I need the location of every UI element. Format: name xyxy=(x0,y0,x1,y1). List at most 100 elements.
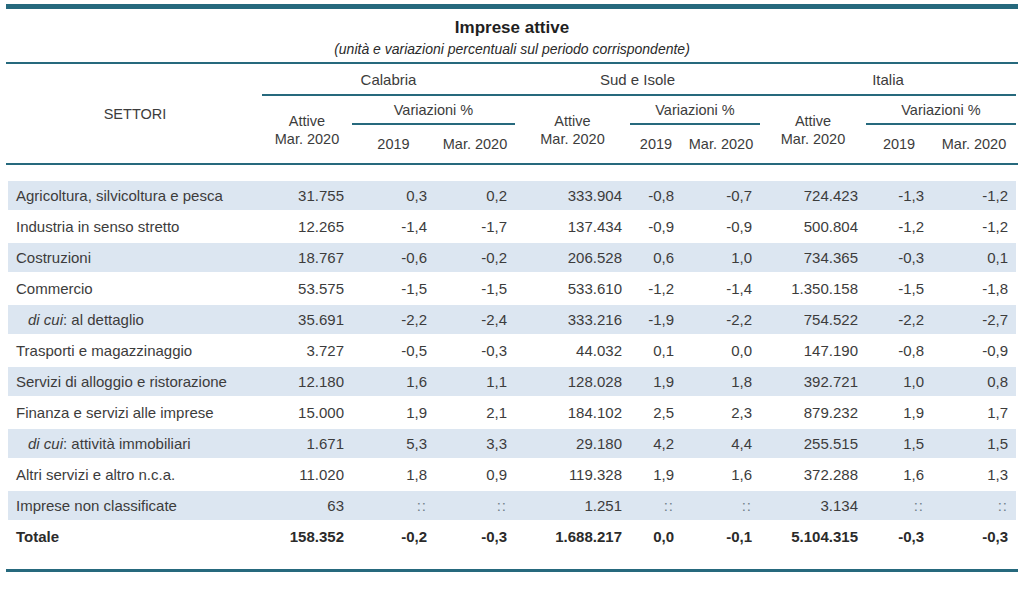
cell-value: 35.691 xyxy=(262,304,352,335)
cell-value: :: xyxy=(630,490,682,521)
cell-value: 31.755 xyxy=(262,181,352,211)
table-row: Industria in senso stretto 12.265-1,4 -1,… xyxy=(8,211,1016,242)
cell-value: 4,4 xyxy=(682,428,760,459)
cell-value: 1,5 xyxy=(866,428,932,459)
cell-value: 1.251 xyxy=(515,490,630,521)
header-table: SETTORI Calabria Sud e Isole Italia Atti… xyxy=(8,64,1016,163)
report-page: Imprese attive (unità e variazioni perce… xyxy=(0,4,1024,593)
row-label: Finanza e servizi alle imprese xyxy=(16,404,214,421)
cell-value: -1,5 xyxy=(352,273,435,304)
row-label: Imprese non classificate xyxy=(16,497,177,514)
cell-value: -1,5 xyxy=(866,273,932,304)
cell-value: 372.288 xyxy=(760,459,866,490)
cell-value: 206.528 xyxy=(515,242,630,273)
row-label-italic: di cui xyxy=(28,311,63,328)
cell-value: 2,3 xyxy=(682,397,760,428)
row-label-cell: Totale xyxy=(8,521,262,552)
cell-value: 1,0 xyxy=(866,366,932,397)
data-table: Agricoltura, silvicoltura e pesca 31.755… xyxy=(8,181,1016,553)
title-block: Imprese attive (unità e variazioni perce… xyxy=(0,9,1024,62)
cell-value: 5,3 xyxy=(352,428,435,459)
cell-value: 0,9 xyxy=(435,459,515,490)
page-subtitle: (unità e variazioni percentuali sul peri… xyxy=(0,40,1024,58)
table-row: Altri servizi e altro n.c.a. 11.0201,80,… xyxy=(8,459,1016,490)
row-label-italic: di cui xyxy=(28,435,63,452)
cell-value: 12.265 xyxy=(262,211,352,242)
cell-value: 1,7 xyxy=(932,397,1016,428)
cell-value: 4,2 xyxy=(630,428,682,459)
attive-period-label: Mar. 2020 xyxy=(275,131,340,147)
cell-value: 533.610 xyxy=(515,273,630,304)
cell-value: 2,5 xyxy=(630,397,682,428)
cell-value: -1,4 xyxy=(352,211,435,242)
row-label: Commercio xyxy=(16,280,93,297)
cell-value: 11.020 xyxy=(262,459,352,490)
cell-value: 3.134 xyxy=(760,490,866,521)
cell-value: -1,3 xyxy=(866,181,932,211)
cell-value: -0,3 xyxy=(932,521,1016,552)
table-header-section: SETTORI Calabria Sud e Isole Italia Atti… xyxy=(6,62,1018,165)
cell-value: 3,3 xyxy=(435,428,515,459)
cell-value: 1,6 xyxy=(352,366,435,397)
cell-value: -2,2 xyxy=(682,304,760,335)
row-label-cell: di cui: attività immobiliari xyxy=(8,428,262,459)
cell-value: -1,2 xyxy=(932,181,1016,211)
cell-value: 255.515 xyxy=(760,428,866,459)
row-label-cell: Finanza e servizi alle imprese xyxy=(8,397,262,428)
cell-value: -0,9 xyxy=(630,211,682,242)
cell-value: 1,1 xyxy=(435,366,515,397)
row-label-cell: Altri servizi e altro n.c.a. xyxy=(8,459,262,490)
cell-value: 0,2 xyxy=(435,181,515,211)
row-label-cell: Industria in senso stretto xyxy=(8,211,262,242)
table-body-section: Agricoltura, silvicoltura e pesca 31.755… xyxy=(6,165,1018,572)
cell-value: 2,1 xyxy=(435,397,515,428)
table-row: Trasporti e magazzinaggio 3.727-0,5-0,34… xyxy=(8,335,1016,366)
cell-value: 12.180 xyxy=(262,366,352,397)
table-row: Costruzioni 18.767-0,6-0,2206.5280,61,07… xyxy=(8,242,1016,273)
row-label: Totale xyxy=(16,528,59,545)
page-title: Imprese attive xyxy=(0,17,1024,38)
cell-value: 1.350.158 xyxy=(760,273,866,304)
cell-value: 1,0 xyxy=(682,242,760,273)
cell-value: :: xyxy=(932,490,1016,521)
row-label: Altri servizi e altro n.c.a. xyxy=(16,466,175,483)
group-header-calabria: Calabria xyxy=(262,64,515,95)
cell-value: 1.671 xyxy=(262,428,352,459)
cell-value: 0,1 xyxy=(932,242,1016,273)
row-label-cell: Servizi di alloggio e ristorazione xyxy=(8,366,262,397)
cell-value: 1,6 xyxy=(682,459,760,490)
cell-value: 1,6 xyxy=(866,459,932,490)
table-row: Servizi di alloggio e ristorazione 12.18… xyxy=(8,366,1016,397)
cell-value: -0,5 xyxy=(352,335,435,366)
cell-value: 29.180 xyxy=(515,428,630,459)
year-header-2019: 2019 xyxy=(352,124,435,163)
cell-value: 119.328 xyxy=(515,459,630,490)
cell-value: -0,3 xyxy=(435,521,515,552)
cell-value: 1.688.217 xyxy=(515,521,630,552)
cell-value: -2,4 xyxy=(435,304,515,335)
group-header-italia: Italia xyxy=(760,64,1016,95)
cell-value: -1,5 xyxy=(435,273,515,304)
cell-value: -1,2 xyxy=(932,211,1016,242)
attive-label: Attive xyxy=(289,113,325,129)
cell-value: -0,9 xyxy=(682,211,760,242)
row-label: : attività immobiliari xyxy=(63,435,191,452)
cell-value: 128.028 xyxy=(515,366,630,397)
table-row: Agricoltura, silvicoltura e pesca 31.755… xyxy=(8,181,1016,211)
table-row: Imprese non classificate 63::::1.251::::… xyxy=(8,490,1016,521)
cell-value: -0,3 xyxy=(866,242,932,273)
cell-value: 147.190 xyxy=(760,335,866,366)
cell-value: 1,9 xyxy=(866,397,932,428)
cell-value: -0,3 xyxy=(866,521,932,552)
cell-value: 392.721 xyxy=(760,366,866,397)
cell-value: :: xyxy=(435,490,515,521)
cell-value: 0,3 xyxy=(352,181,435,211)
row-label: Agricoltura, silvicoltura e pesca xyxy=(16,187,223,204)
cell-value: :: xyxy=(866,490,932,521)
cell-value: 15.000 xyxy=(262,397,352,428)
group-header-row: SETTORI Calabria Sud e Isole Italia xyxy=(8,64,1016,95)
cell-value: 1,9 xyxy=(630,459,682,490)
cell-value: 18.767 xyxy=(262,242,352,273)
year-header-mar2020: Mar. 2020 xyxy=(932,124,1016,163)
variazioni-header-sud-e-isole: Variazioni % xyxy=(630,95,760,124)
